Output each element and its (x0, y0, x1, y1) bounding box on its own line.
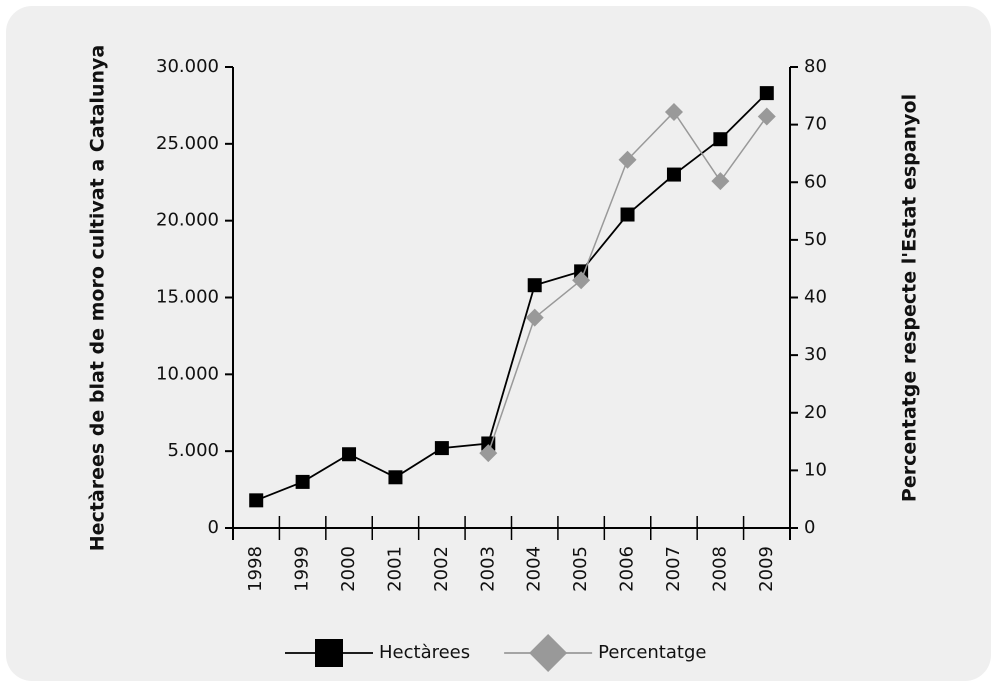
series-line (255, 92, 768, 502)
x-tick-label: 2002 (431, 546, 452, 592)
x-tick-label: 2008 (709, 546, 730, 592)
y-tick-label: 25.000 (156, 133, 219, 154)
legend-marker (315, 639, 343, 667)
marker (666, 167, 681, 182)
y2-tick-label: 0 (804, 517, 815, 538)
marker (664, 102, 683, 121)
y2-tick-label: 20 (804, 402, 827, 423)
marker (527, 278, 542, 293)
x-tick-label: 2000 (338, 546, 359, 592)
marker (388, 470, 403, 485)
legend-marker (529, 634, 568, 672)
x-tick-label: 2007 (663, 546, 684, 592)
marker (342, 447, 357, 462)
legend-label: Percentatge (598, 642, 706, 663)
x-tick-label: 2001 (384, 546, 405, 592)
y-tick-label: 30.000 (156, 56, 219, 77)
x-tick-label: 1999 (292, 546, 313, 592)
x-tick-label: 2009 (756, 546, 777, 592)
legend-label: Hectàrees (379, 642, 470, 663)
marker (620, 207, 635, 222)
marker (711, 172, 730, 191)
y-tick-label: 5.000 (167, 440, 219, 461)
marker (295, 474, 310, 489)
marker (249, 493, 264, 508)
y-axis-title: Hectàrees de blat de moro cultivat a Cat… (87, 45, 109, 551)
y2-axis-title: Percentatge respecte l'Estat espanyol (899, 94, 921, 502)
marker (759, 86, 774, 101)
y-tick-label: 20.000 (156, 210, 219, 231)
y2-tick-label: 30 (804, 344, 827, 365)
marker (525, 308, 544, 327)
marker (479, 444, 498, 463)
x-tick-label: 2003 (477, 546, 498, 592)
marker (618, 150, 637, 169)
y-tick-label: 0 (208, 517, 219, 538)
marker (572, 271, 591, 290)
y-tick-label: 10.000 (156, 363, 219, 384)
y2-tick-label: 80 (804, 56, 827, 77)
x-tick-label: 2006 (617, 546, 638, 592)
panel (6, 6, 991, 681)
marker (434, 441, 449, 456)
y2-tick-label: 60 (804, 171, 827, 192)
y2-tick-label: 40 (804, 287, 827, 308)
x-tick-label: 2004 (524, 546, 545, 592)
marker (757, 107, 776, 126)
marker (713, 132, 728, 147)
marker (481, 436, 496, 451)
x-tick-label: 2005 (570, 546, 591, 592)
y2-tick-label: 10 (804, 459, 827, 480)
x-tick-label: 1998 (245, 546, 266, 592)
y2-tick-label: 50 (804, 229, 827, 250)
y-tick-label: 15.000 (156, 287, 219, 308)
y2-tick-label: 70 (804, 114, 827, 135)
